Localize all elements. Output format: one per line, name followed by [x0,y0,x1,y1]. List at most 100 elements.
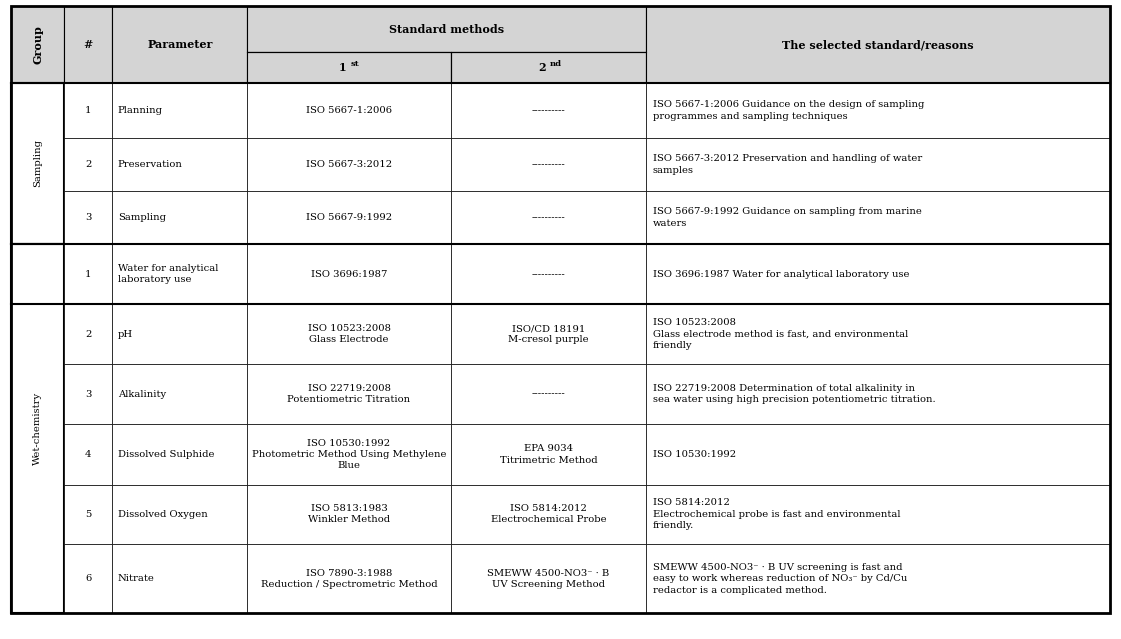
Bar [112,304,248,364]
Text: ISO 10523:2008
Glass electrode method is fast, and environmental
friendly: ISO 10523:2008 Glass electrode method is… [652,318,908,350]
Text: ISO 5667-3:2012 Preservation and handling of water
samples: ISO 5667-3:2012 Preservation and handlin… [652,155,923,175]
Text: ISO/CD 18191
M-cresol purple: ISO/CD 18191 M-cresol purple [508,324,589,344]
Bar [248,82,451,138]
Bar [248,544,451,613]
Text: 4: 4 [85,450,91,459]
Bar [112,424,248,485]
Bar [646,364,1110,424]
Bar [451,52,646,82]
Bar [112,364,248,424]
Text: nd: nd [549,59,562,68]
Text: ISO 10530:1992
Photometric Method Using Methylene
Blue: ISO 10530:1992 Photometric Method Using … [252,439,446,470]
Text: Dissolved Sulphide: Dissolved Sulphide [118,450,214,459]
Bar [64,138,112,191]
Bar [451,191,646,244]
Text: Sampling: Sampling [34,139,43,187]
Bar [451,424,646,485]
Bar [64,544,112,613]
Bar [64,485,112,544]
Bar [451,244,646,304]
Bar [451,82,646,138]
Text: ISO 22719:2008
Potentiometric Titration: ISO 22719:2008 Potentiometric Titration [287,384,410,404]
Bar [248,485,451,544]
Text: 2: 2 [538,62,546,73]
Bar [646,485,1110,544]
Text: ISO 5814:2012
Electrochemical probe is fast and environmental
friendly.: ISO 5814:2012 Electrochemical probe is f… [652,498,900,530]
Bar [646,138,1110,191]
Text: ISO 3696:1987 Water for analytical laboratory use: ISO 3696:1987 Water for analytical labor… [652,270,909,279]
Bar [248,138,451,191]
Text: 3: 3 [85,213,91,222]
Text: ISO 3696:1987: ISO 3696:1987 [311,270,387,279]
Bar [646,304,1110,364]
Bar [451,138,646,191]
Bar [248,244,451,304]
Text: 3: 3 [85,390,91,399]
Text: ISO 10523:2008
Glass Electrode: ISO 10523:2008 Glass Electrode [307,324,390,344]
Bar [646,82,1110,138]
Bar [64,304,112,364]
Text: #: # [83,39,93,50]
Text: Preservation: Preservation [118,160,183,169]
Bar [248,304,451,364]
Bar [451,304,646,364]
Bar [646,544,1110,613]
Bar [248,191,451,244]
Bar [248,52,451,82]
Bar [64,424,112,485]
Text: pH: pH [118,330,133,339]
Text: 2: 2 [85,330,91,339]
Text: ----------: ---------- [531,270,565,279]
Bar [451,364,646,424]
Bar [248,364,451,424]
Text: Sampling: Sampling [118,213,166,222]
Text: ----------: ---------- [531,390,565,399]
Text: Alkalinity: Alkalinity [118,390,166,399]
Bar [112,82,248,138]
Text: ISO 10530:1992: ISO 10530:1992 [652,450,736,459]
Text: ISO 5813:1983
Winkler Method: ISO 5813:1983 Winkler Method [308,504,390,525]
Text: Water for analytical
laboratory use: Water for analytical laboratory use [118,264,219,284]
Text: ISO 5667-1:2006 Guidance on the design of sampling
programmes and sampling techn: ISO 5667-1:2006 Guidance on the design o… [652,100,925,121]
Text: ISO 5667-1:2006: ISO 5667-1:2006 [306,106,392,115]
Text: Group: Group [33,25,43,64]
Text: ISO 5667-3:2012: ISO 5667-3:2012 [306,160,392,169]
Bar [64,6,112,82]
Text: EPA 9034
Titrimetric Method: EPA 9034 Titrimetric Method [500,445,597,465]
Text: The selected standard/reasons: The selected standard/reasons [782,39,974,50]
Text: Wet-chemistry: Wet-chemistry [34,392,43,465]
Bar [451,544,646,613]
Bar [64,82,112,138]
Text: 1: 1 [85,270,91,279]
Text: Planning: Planning [118,106,163,115]
Bar [112,138,248,191]
Text: Parameter: Parameter [147,39,213,50]
Text: Standard methods: Standard methods [389,24,504,35]
Text: 2: 2 [85,160,91,169]
Text: ISO 5667-9:1992 Guidance on sampling from marine
waters: ISO 5667-9:1992 Guidance on sampling fro… [652,207,921,227]
Text: SMEWW 4500-NO3⁻ · B
UV Screening Method: SMEWW 4500-NO3⁻ · B UV Screening Method [488,569,610,589]
Text: ISO 5814:2012
Electrochemical Probe: ISO 5814:2012 Electrochemical Probe [491,504,606,525]
Text: ----------: ---------- [531,213,565,222]
Text: st: st [350,59,359,68]
Text: 5: 5 [85,510,91,519]
Text: ----------: ---------- [531,106,565,115]
Bar [112,6,248,82]
Text: ----------: ---------- [531,160,565,169]
Bar [112,191,248,244]
Text: 1: 1 [85,106,91,115]
Text: 6: 6 [85,574,91,583]
Text: SMEWW 4500-NO3⁻ · B UV screening is fast and
easy to work whereas reduction of N: SMEWW 4500-NO3⁻ · B UV screening is fast… [652,563,907,595]
Bar [64,191,112,244]
Text: Dissolved Oxygen: Dissolved Oxygen [118,510,207,519]
Bar [646,244,1110,304]
Text: Nitrate: Nitrate [118,574,155,583]
Bar [11,6,64,82]
Bar [11,244,64,613]
Bar [112,544,248,613]
Bar [248,6,646,52]
Bar [64,244,112,304]
Bar [646,191,1110,244]
Bar [248,424,451,485]
Bar [11,82,64,244]
